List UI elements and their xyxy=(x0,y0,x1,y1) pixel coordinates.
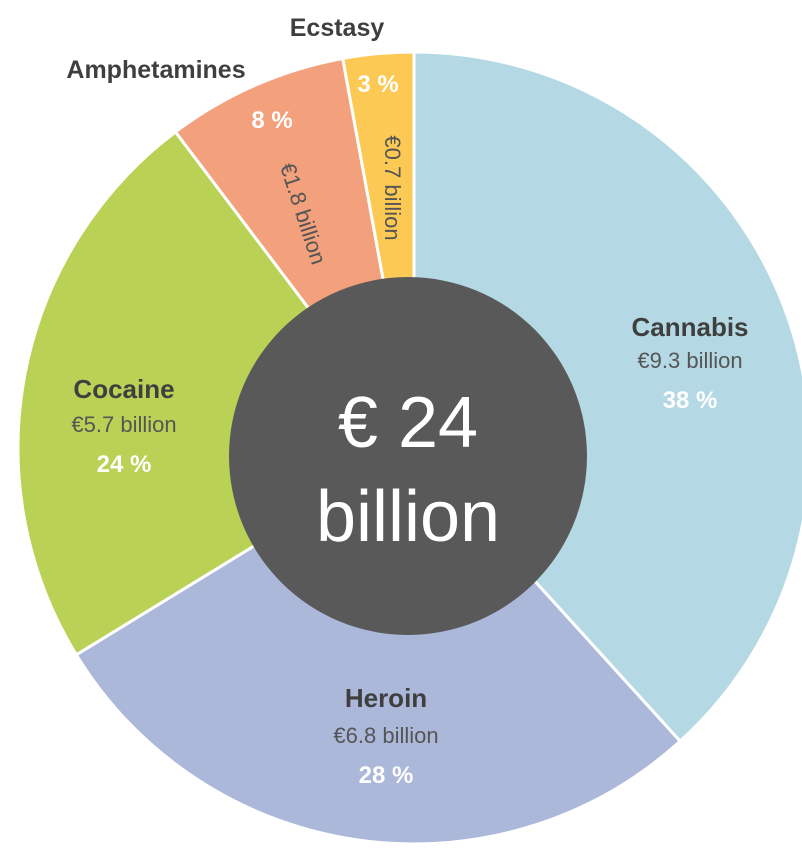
cocaine-amount-label: €5.7 billion xyxy=(71,412,176,437)
ecstasy-amount-label: €0.7 billion xyxy=(380,135,405,240)
cannabis-name-label: Cannabis xyxy=(631,312,748,342)
pie-slice-cannabis xyxy=(412,50,802,744)
pie-slice-cocaine xyxy=(16,129,417,657)
cocaine-name-label: Cocaine xyxy=(73,374,174,404)
amphetamines-name-label: Amphetamines xyxy=(66,56,245,84)
cannabis-amount-label: €9.3 billion xyxy=(637,348,742,373)
ecstasy-percent-label: 3 % xyxy=(357,71,398,98)
heroin-percent-label: 28 % xyxy=(359,762,414,789)
pie-slice-heroin xyxy=(74,446,683,846)
ecstasy-name-label: Ecstasy xyxy=(290,14,385,42)
pie-slices xyxy=(16,50,802,846)
cannabis-percent-label: 38 % xyxy=(663,387,718,414)
heroin-name-label: Heroin xyxy=(345,683,427,713)
center-total-line2: billion xyxy=(316,477,500,557)
center-total-disc xyxy=(229,277,587,635)
heroin-amount-label: €6.8 billion xyxy=(333,723,438,748)
center-total-line1: € 24 xyxy=(338,383,478,463)
cocaine-percent-label: 24 % xyxy=(97,451,152,478)
amphetamines-percent-label: 8 % xyxy=(251,107,292,134)
